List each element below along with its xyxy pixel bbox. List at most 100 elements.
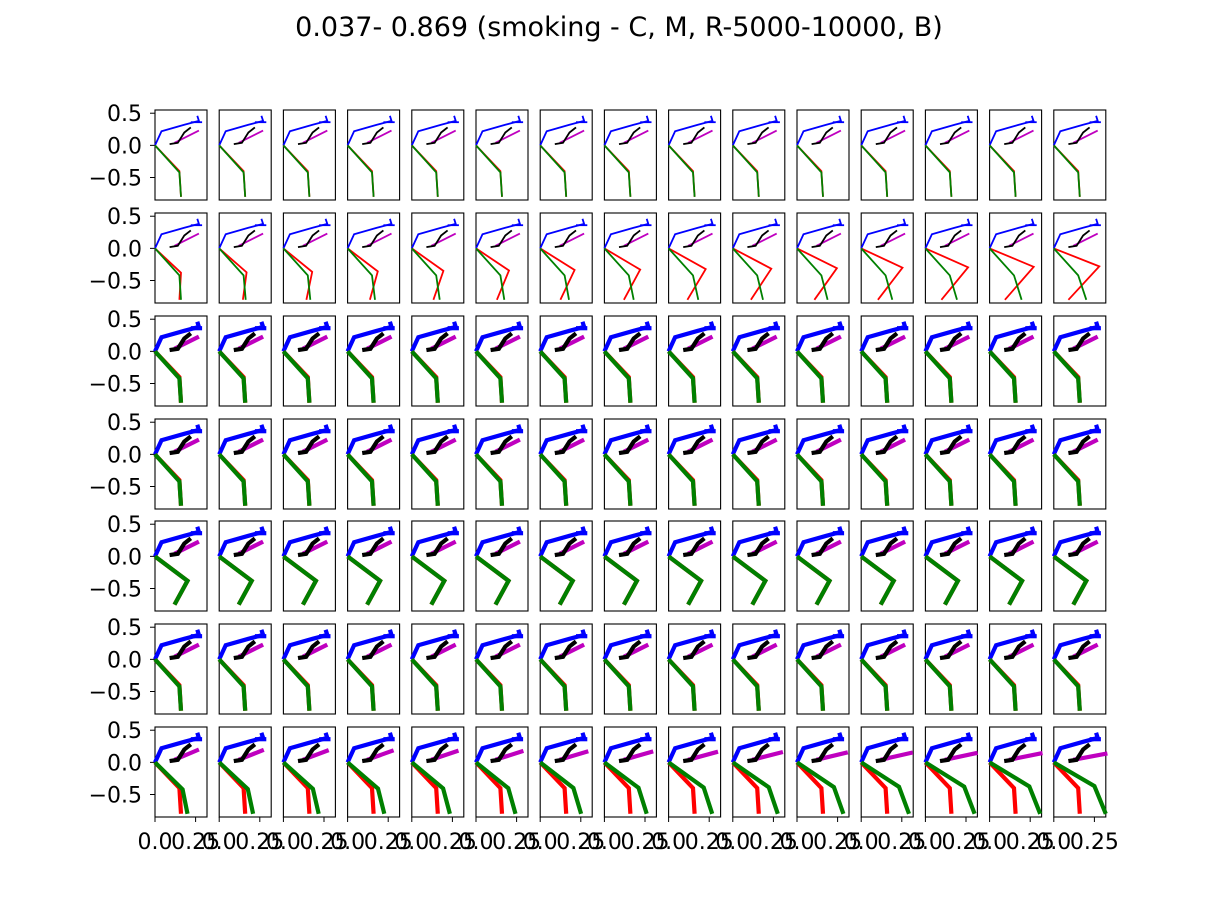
series-green bbox=[667, 349, 697, 403]
series-red bbox=[411, 247, 445, 301]
subplot bbox=[731, 212, 786, 304]
series-green bbox=[859, 554, 897, 606]
subplot bbox=[410, 109, 465, 201]
series-red bbox=[539, 247, 576, 301]
series-blue bbox=[281, 321, 330, 353]
series-red bbox=[860, 247, 904, 301]
subplot bbox=[217, 726, 272, 818]
series-black bbox=[1068, 434, 1091, 456]
subplot bbox=[602, 623, 657, 715]
series-red bbox=[859, 760, 890, 814]
y-tick-label: 0.5 bbox=[107, 205, 142, 230]
series-green bbox=[153, 452, 184, 506]
series-green bbox=[1052, 554, 1090, 606]
series-green bbox=[218, 247, 247, 300]
series-blue bbox=[409, 321, 459, 353]
series-blue bbox=[730, 629, 780, 661]
series-black bbox=[490, 536, 514, 558]
series-blue bbox=[218, 115, 265, 146]
series-black bbox=[233, 434, 257, 456]
series-green bbox=[539, 144, 568, 197]
series-blue bbox=[987, 424, 1037, 456]
series-blue bbox=[345, 424, 395, 456]
series-green bbox=[538, 349, 569, 403]
series-green bbox=[731, 760, 780, 815]
series-green bbox=[603, 144, 632, 197]
series-green bbox=[153, 760, 190, 815]
x-tick-label: 0.0 bbox=[523, 830, 558, 855]
subplot bbox=[218, 109, 272, 201]
series-green bbox=[346, 247, 376, 300]
series-black bbox=[169, 536, 193, 558]
series-blue bbox=[282, 115, 329, 146]
x-tick-label: 0.25 bbox=[621, 830, 670, 855]
series-black bbox=[682, 434, 706, 456]
series-black bbox=[618, 742, 642, 764]
series-green bbox=[795, 452, 826, 506]
subplot bbox=[795, 623, 850, 715]
subplot bbox=[281, 418, 336, 510]
series-blue bbox=[795, 732, 844, 764]
subplot bbox=[281, 315, 336, 407]
series-blue bbox=[1052, 218, 1099, 249]
series-green bbox=[795, 349, 826, 403]
subplot bbox=[410, 212, 465, 304]
subplot bbox=[666, 315, 722, 407]
subplot bbox=[1051, 623, 1107, 715]
series-black bbox=[747, 742, 770, 764]
subplot bbox=[409, 623, 465, 715]
subplot bbox=[602, 726, 657, 818]
series-black bbox=[554, 229, 577, 248]
y-tick-label: 0.0 bbox=[107, 443, 142, 468]
series-blue bbox=[346, 115, 393, 146]
subplot bbox=[1052, 109, 1107, 201]
series-green bbox=[474, 452, 505, 506]
series-blue bbox=[923, 629, 972, 661]
series-green bbox=[538, 760, 584, 815]
x-tick-label: 0.0 bbox=[1036, 830, 1071, 855]
series-red bbox=[796, 247, 839, 301]
series-blue bbox=[666, 321, 716, 353]
series-black bbox=[233, 536, 257, 558]
series-green bbox=[218, 144, 247, 197]
series-green bbox=[795, 554, 833, 606]
series-green bbox=[411, 144, 439, 197]
x-tick-label: 0.25 bbox=[942, 830, 991, 855]
y-tick-label: 0.0 bbox=[107, 751, 142, 776]
series-black bbox=[939, 126, 962, 145]
series-blue bbox=[1051, 321, 1101, 353]
series-blue bbox=[602, 526, 651, 558]
subplot bbox=[153, 623, 208, 715]
series-green bbox=[538, 554, 576, 606]
series-green bbox=[731, 349, 761, 403]
series-green bbox=[923, 349, 954, 403]
subplot bbox=[730, 623, 786, 715]
series-blue bbox=[987, 732, 1037, 764]
series-blue bbox=[281, 526, 330, 558]
series-green bbox=[410, 657, 440, 711]
series-green bbox=[924, 554, 961, 606]
y-tick-label: −0.5 bbox=[89, 476, 142, 501]
series-blue bbox=[730, 321, 780, 353]
series-blue bbox=[153, 629, 202, 661]
subplot bbox=[282, 212, 336, 304]
series-black bbox=[811, 229, 834, 248]
series-green bbox=[474, 349, 505, 403]
series-black bbox=[169, 434, 193, 456]
x-tick-label: 0.25 bbox=[1070, 830, 1119, 855]
series-black bbox=[1003, 742, 1027, 764]
series-black bbox=[362, 126, 384, 145]
series-black bbox=[939, 434, 963, 456]
series-blue bbox=[859, 629, 908, 661]
series-blue bbox=[345, 732, 395, 764]
series-black bbox=[747, 434, 770, 456]
subplot bbox=[281, 520, 336, 612]
series-blue bbox=[474, 321, 523, 353]
series-red bbox=[475, 247, 511, 301]
series-blue bbox=[1051, 732, 1101, 764]
series-black bbox=[169, 639, 193, 661]
series-green bbox=[474, 554, 512, 606]
subplot bbox=[409, 520, 465, 612]
series-green bbox=[1053, 247, 1088, 301]
series-blue bbox=[281, 629, 330, 661]
